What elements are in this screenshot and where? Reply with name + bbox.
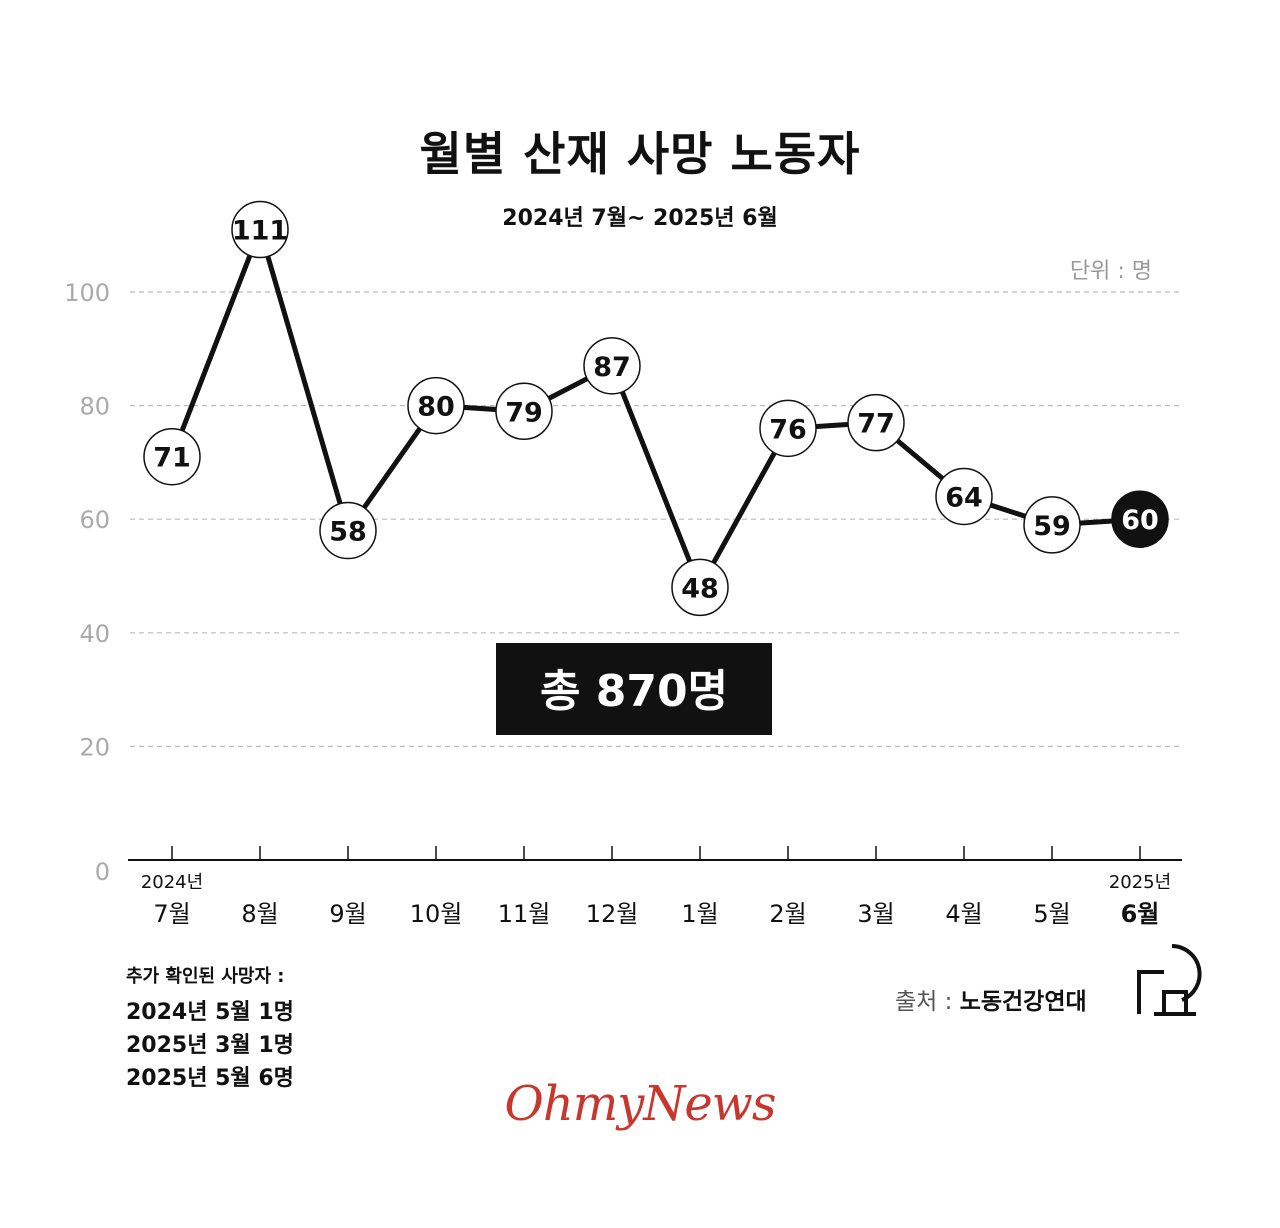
data-point — [231, 200, 289, 259]
year-label: 2025년 — [1109, 872, 1171, 893]
x-tick-label: 12월 — [586, 900, 639, 928]
x-tick-label: 8월 — [241, 900, 278, 928]
x-tick-label: 9월 — [329, 900, 366, 928]
source-org: 노동건강연대 — [959, 989, 1087, 1015]
note-line: 2024년 5월 1명 — [126, 1000, 294, 1025]
data-point — [407, 376, 465, 435]
x-tick-label: 11월 — [498, 900, 551, 928]
chart-subtitle: 2024년 7월~ 2025년 6월 — [502, 206, 778, 231]
total-label: 총 870명 — [540, 666, 728, 717]
x-tick-label: 4월 — [945, 900, 982, 928]
data-point — [495, 382, 553, 441]
data-label: 111 — [232, 216, 288, 247]
note-line: 2025년 3월 1명 — [126, 1033, 294, 1058]
data-label: 79 — [505, 397, 543, 428]
data-label: 58 — [329, 517, 367, 548]
y-tick-label: 60 — [79, 506, 110, 534]
y-tick-label: 40 — [79, 620, 110, 648]
data-label: 64 — [945, 482, 983, 513]
data-label: 87 — [593, 352, 631, 383]
x-tick-label: 10월 — [410, 900, 463, 928]
year-label: 2024년 — [141, 872, 203, 893]
data-label: 59 — [1033, 511, 1071, 542]
data-label: 80 — [417, 392, 455, 423]
y-tick-label: 20 — [79, 733, 110, 761]
x-tick-label: 7월 — [153, 900, 190, 928]
brand-logo: OhmyNews — [504, 1076, 776, 1132]
data-point — [319, 501, 377, 560]
y-tick-label: 80 — [79, 393, 110, 421]
note-heading: 추가 확인된 사망자 : — [126, 966, 285, 987]
x-tick-label: 2월 — [769, 900, 806, 928]
x-tick-label: 6월 — [1121, 900, 1160, 928]
data-label: 60 — [1121, 505, 1159, 536]
chart-title: 월별 산재 사망 노동자 — [419, 127, 861, 181]
data-label: 77 — [857, 409, 895, 440]
data-label: 76 — [769, 414, 807, 445]
x-tick-label: 1월 — [681, 900, 718, 928]
x-tick-label: 3월 — [857, 900, 894, 928]
data-point — [759, 399, 817, 458]
source-credit: 출처 : 노동건강연대 — [895, 982, 1087, 1016]
total-box — [496, 643, 772, 735]
data-point — [847, 393, 905, 452]
unit-label: 단위 : 명 — [1070, 259, 1152, 284]
y-tick-label: 100 — [64, 279, 110, 307]
line-chart: 0 20 40 60 80 100 단위 : 명 7월 8월 9월 10월 11월 12월 1월 2월 3월 4… — [64, 200, 1182, 928]
source-logo-icon — [1137, 944, 1202, 1016]
source-label: 출처 : — [895, 989, 960, 1015]
data-point — [1111, 490, 1169, 548]
note-line: 2025년 5월 6명 — [126, 1066, 294, 1091]
data-point — [671, 558, 729, 617]
data-point — [935, 467, 993, 526]
data-point — [583, 337, 641, 395]
series-line — [169, 227, 1141, 590]
data-label: 48 — [681, 573, 719, 604]
data-label: 71 — [153, 443, 191, 474]
data-point — [1023, 496, 1081, 554]
additional-deaths-note: 추가 확인된 사망자 : 2024년 5월 1명 2025년 3월 1명 202… — [126, 962, 294, 1095]
x-tick-label: 5월 — [1033, 900, 1070, 928]
data-point — [143, 427, 201, 486]
y-tick-label: 0 — [95, 858, 110, 886]
